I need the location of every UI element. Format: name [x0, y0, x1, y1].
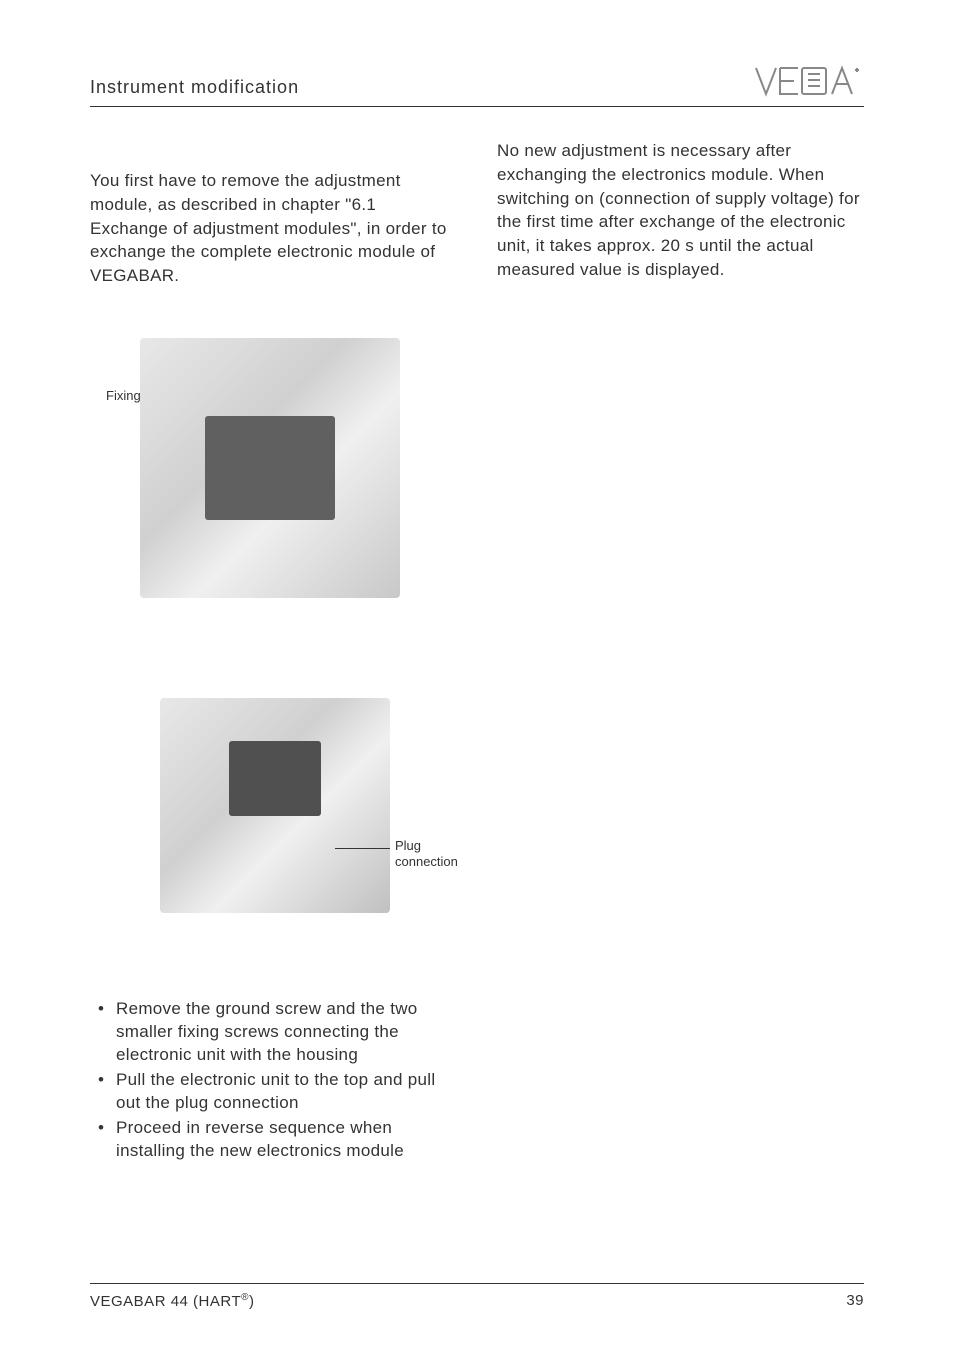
- list-item: Remove the ground screw and the two smal…: [90, 998, 457, 1067]
- left-column: You first have to remove the adjustment …: [90, 169, 457, 1165]
- figure-1: Fixing screw Ground screw Fixing screw: [90, 338, 457, 658]
- footer-product: VEGABAR 44 (HART®): [90, 1292, 254, 1310]
- section-title: Instrument modification: [90, 77, 299, 98]
- list-item: Proceed in reverse sequence when install…: [90, 1117, 457, 1163]
- product-photo-top-view: [140, 338, 400, 598]
- page-container: Instrument modification You first have t…: [0, 0, 954, 1354]
- intro-paragraph: You first have to remove the adjustment …: [90, 169, 457, 288]
- callout-line: [335, 848, 390, 849]
- product-photo-side-view: [160, 698, 390, 913]
- right-paragraph: No new adjustment is necessary after exc…: [497, 139, 864, 282]
- right-column: No new adjustment is necessary after exc…: [497, 169, 864, 1165]
- footer-page-number: 39: [846, 1292, 864, 1310]
- instruction-list: Remove the ground screw and the two smal…: [90, 998, 457, 1163]
- page-footer: VEGABAR 44 (HART®) 39: [90, 1283, 864, 1310]
- figure-2: Plug connection: [90, 698, 457, 958]
- vega-logo: [754, 64, 864, 98]
- list-item: Pull the electronic unit to the top and …: [90, 1069, 457, 1115]
- label-plug-connection: Plug connection: [395, 838, 458, 869]
- content-area: You first have to remove the adjustment …: [90, 169, 864, 1165]
- page-header: Instrument modification: [90, 64, 864, 107]
